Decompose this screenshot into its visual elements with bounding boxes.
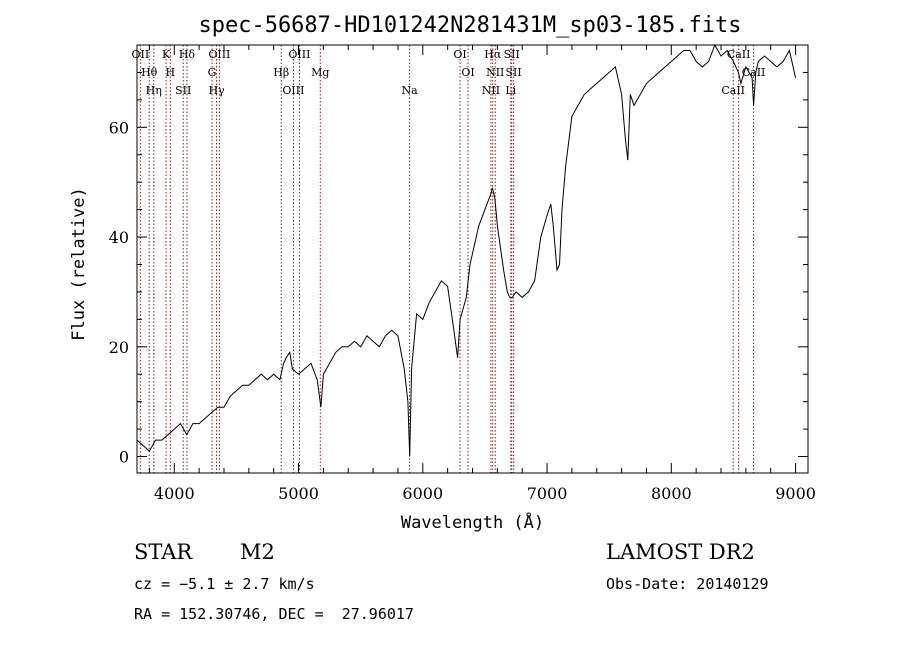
spectral-line-label: SII	[175, 84, 191, 97]
series-layer	[136, 43, 797, 457]
object-class: STAR	[134, 540, 193, 564]
x-axis-label: Wavelength (Å)	[401, 511, 544, 533]
spectral-lines: OIIHθHηKHSIIHδGHγOIIIHβOIIIOIIIMgNaOIOIN…	[131, 45, 765, 473]
spectral-line-label: OI	[453, 48, 466, 61]
spectral-line-label: NII	[486, 66, 504, 79]
y-tick-label: 60	[109, 118, 129, 137]
chart-title: spec-56687-HD101242N281431M_sp03-185.fit…	[198, 13, 741, 38]
spectral-line-label: Hα	[484, 48, 502, 61]
redshift-cz: cz = −5.1 ± 2.7 km/s	[134, 575, 315, 593]
spectral-line-label: Hθ	[141, 66, 158, 79]
spectral-line-label: Mg	[311, 66, 329, 79]
spectral-line-label: OIII	[282, 84, 304, 97]
spectral-line-label: G	[208, 66, 217, 79]
ra-dec-coordinates: RA = 152.30746, DEC = 27.96017	[134, 605, 414, 623]
spectral-line-label: H	[166, 66, 176, 79]
spectral-line-label: SII	[506, 66, 522, 79]
x-tick-label: 8000	[651, 484, 692, 503]
spectral-line-label: OII	[131, 48, 149, 61]
spectral-line-label: Li	[505, 84, 516, 97]
survey-name: LAMOST DR2	[606, 540, 755, 564]
spectral-line-label: SII	[504, 48, 520, 61]
spectral-line-label: Hη	[146, 84, 162, 97]
spectral-line-label: OI	[461, 66, 474, 79]
series-line-0	[136, 43, 797, 457]
y-axis-label: Flux (relative)	[69, 187, 89, 341]
spectral-line-label: NII	[482, 84, 500, 97]
x-tick-label: 9000	[775, 484, 816, 503]
object-subclass: M2	[240, 540, 275, 564]
y-tick-label: 40	[109, 228, 129, 247]
spectral-line-label: Hβ	[273, 66, 289, 79]
y-tick-label: 20	[109, 338, 129, 357]
axis-ticks: 4000 5000 6000 7000 8000 9000 0 20 40 60	[109, 45, 816, 503]
spectral-line-label: Hδ	[179, 48, 196, 61]
spectral-line-label: OIII	[208, 48, 230, 61]
spectral-line-label: K	[162, 48, 171, 61]
plot-frame	[136, 44, 809, 474]
x-tick-label: 5000	[278, 484, 319, 503]
spectral-line-label: OIII	[288, 48, 310, 61]
x-tick-label: 4000	[154, 484, 195, 503]
x-tick-label: 7000	[527, 484, 568, 503]
x-tick-label: 6000	[402, 484, 443, 503]
spectral-line-label: Na	[402, 84, 419, 97]
spectral-line-label: Hγ	[208, 84, 225, 97]
observation-date: Obs-Date: 20140129	[606, 575, 769, 593]
spectral-line-label: CaII	[721, 84, 745, 97]
y-tick-label: 0	[119, 448, 129, 467]
spectral-line-label: CaII	[727, 48, 751, 61]
